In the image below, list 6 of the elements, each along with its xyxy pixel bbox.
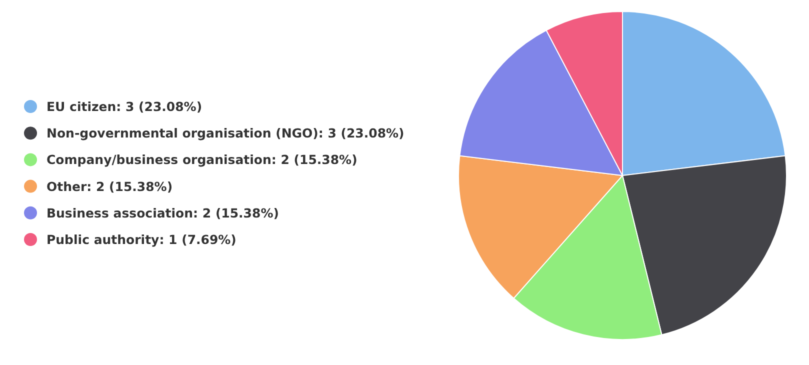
legend-label: Other: 2 (15.38%): [46, 178, 173, 194]
legend-label: Company/business organisation: 2 (15.38%): [46, 152, 358, 168]
legend-label: Public authority: 1 (7.69%): [46, 232, 236, 247]
legend-label: Business association: 2 (15.38%): [46, 205, 279, 220]
legend-label: Non-governmental organisation (NGO): 3 (23.08%): [46, 126, 404, 141]
legend-label: EU citizen: 3 (23.08%): [46, 99, 202, 114]
